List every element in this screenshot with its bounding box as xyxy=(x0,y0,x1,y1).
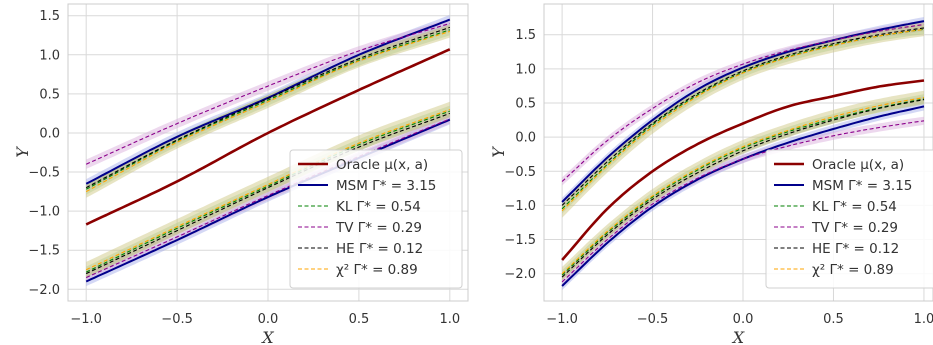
plot-area xyxy=(85,14,451,287)
series-line-upper-4 xyxy=(561,27,925,206)
y-tick-label: −1.0 xyxy=(504,199,536,214)
legend-label: χ² Γ* = 0.89 xyxy=(336,262,418,278)
plot-area xyxy=(561,17,925,291)
y-tick-label: −1.5 xyxy=(28,244,60,259)
confidence-band-upper-4 xyxy=(86,23,450,192)
legend-label: MSM Γ* = 3.15 xyxy=(336,178,436,194)
y-tick-label: 0.0 xyxy=(39,126,60,141)
y-tick-label: 1.5 xyxy=(39,9,60,24)
y-tick-label: 0.5 xyxy=(39,87,60,102)
legend-label: HE Γ* = 0.12 xyxy=(812,241,899,257)
series-line-upper-5 xyxy=(85,30,450,193)
series-line-upper-3 xyxy=(85,22,450,165)
plot-frame xyxy=(543,3,933,302)
y-tick-label: −1.5 xyxy=(504,233,536,248)
confidence-band-lower-10 xyxy=(562,90,924,281)
series-line-oracle-0 xyxy=(85,48,451,226)
legend: Oracle μ(x, a) MSM Γ* = 3.15 KL Γ* = 0.54 T… xyxy=(765,149,933,289)
series-line-upper-5 xyxy=(561,28,925,212)
series-line-upper-2 xyxy=(85,29,450,190)
y-tick-label: 0.0 xyxy=(515,131,536,146)
y-axis-label: Y xyxy=(489,146,508,158)
y-tick-label: 0.5 xyxy=(515,97,536,112)
series-line-lower-7 xyxy=(561,98,925,276)
y-tick-label: −1.0 xyxy=(28,205,60,220)
series-line-lower-10 xyxy=(85,108,450,271)
legend-label: HE Γ* = 0.12 xyxy=(336,241,423,257)
y-tick-label: −2.0 xyxy=(504,267,536,282)
x-tick-label: 0.0 xyxy=(733,312,754,327)
x-tick-label: 1.0 xyxy=(439,312,460,327)
legend-box xyxy=(289,149,463,289)
legend-label: MSM Γ* = 3.15 xyxy=(812,178,912,194)
x-tick-label: 0.5 xyxy=(349,312,370,327)
legend-box xyxy=(765,149,933,289)
series-line-lower-6 xyxy=(561,105,925,287)
series-line-upper-1 xyxy=(85,18,451,185)
x-tick-label: −1.0 xyxy=(70,312,102,327)
chart-panel-1: −1.0 −0.5 0.0 0.5 1.0 −2.0 −1.5 −1.0 −0.5 0.0 0.5 1… xyxy=(13,3,469,345)
y-tick-label: −0.5 xyxy=(28,166,60,181)
y-tick-label: 1.0 xyxy=(515,62,536,77)
y-tick-label: −2.0 xyxy=(28,283,60,298)
confidence-band-lower-7 xyxy=(86,105,450,278)
series-line-lower-9 xyxy=(85,112,450,275)
series-line-upper-3 xyxy=(561,23,925,182)
y-axis-label: Y xyxy=(13,146,32,158)
series-line-upper-1 xyxy=(561,20,925,203)
series-line-oracle-0 xyxy=(561,79,925,261)
series-line-lower-6 xyxy=(85,118,451,283)
x-tick-label: 0.5 xyxy=(823,312,844,327)
legend-label: KL Γ* = 0.54 xyxy=(336,199,421,215)
series-line-lower-8 xyxy=(561,120,925,283)
series-line-lower-9 xyxy=(561,99,925,278)
x-tick-label: −0.5 xyxy=(637,312,669,327)
legend-label: Oracle μ(x, a) xyxy=(336,157,428,173)
legend-label: χ² Γ* = 0.89 xyxy=(812,262,894,278)
series-line-upper-4 xyxy=(85,26,450,189)
legend-label: Oracle μ(x, a) xyxy=(812,157,904,173)
y-tick-label: 1.0 xyxy=(39,48,60,63)
legend-label: KL Γ* = 0.54 xyxy=(812,199,897,215)
y-tick-label: 1.5 xyxy=(515,28,536,43)
series-line-lower-8 xyxy=(85,118,451,279)
series-line-lower-10 xyxy=(561,96,925,275)
x-axis-label: X xyxy=(260,328,274,345)
x-axis-label: X xyxy=(731,328,745,345)
x-tick-label: −1.0 xyxy=(546,312,578,327)
x-tick-label: 1.0 xyxy=(914,312,933,327)
confidence-band-lower-10 xyxy=(86,101,450,278)
legend-label: TV Γ* = 0.29 xyxy=(811,220,898,236)
legend: Oracle μ(x, a) MSM Γ* = 3.15 KL Γ* = 0.54 T… xyxy=(289,149,463,289)
plot-frame xyxy=(67,3,469,302)
x-tick-label: 0.0 xyxy=(258,312,279,327)
legend-label: TV Γ* = 0.29 xyxy=(335,220,422,236)
chart-panel-2: −1.0 −0.5 0.0 0.5 1.0 −2.0 −1.5 −1.0 −0.5 0.0 0.5 1… xyxy=(489,3,933,345)
y-tick-label: −0.5 xyxy=(504,165,536,180)
x-tick-label: −0.5 xyxy=(161,312,193,327)
series-line-lower-7 xyxy=(85,110,450,273)
